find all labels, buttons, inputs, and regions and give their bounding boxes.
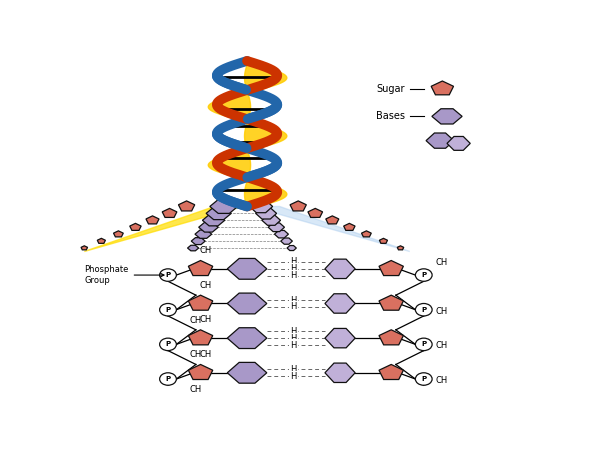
Text: CH: CH [436, 376, 448, 385]
Circle shape [160, 269, 176, 281]
Polygon shape [397, 246, 404, 250]
Polygon shape [146, 216, 159, 224]
Polygon shape [262, 216, 281, 225]
Polygon shape [210, 199, 238, 213]
Text: H: H [290, 271, 297, 280]
Polygon shape [308, 208, 323, 217]
Text: H: H [290, 296, 297, 305]
Polygon shape [113, 231, 123, 237]
Polygon shape [81, 246, 88, 250]
Polygon shape [227, 258, 267, 279]
Circle shape [415, 338, 432, 351]
Text: CH: CH [199, 350, 211, 359]
Text: P: P [166, 376, 170, 382]
Polygon shape [130, 223, 141, 230]
Text: Phosphate
Group: Phosphate Group [84, 266, 164, 285]
Text: H: H [290, 327, 297, 336]
Text: P: P [166, 342, 170, 347]
Polygon shape [379, 330, 403, 345]
Polygon shape [379, 295, 403, 310]
Circle shape [160, 338, 176, 351]
Circle shape [415, 269, 432, 281]
Polygon shape [206, 207, 231, 220]
Text: H: H [290, 333, 297, 342]
Polygon shape [227, 293, 267, 314]
Polygon shape [447, 136, 470, 150]
Polygon shape [188, 245, 199, 251]
Polygon shape [188, 364, 213, 379]
Polygon shape [287, 246, 296, 251]
Polygon shape [344, 223, 355, 230]
Text: CH: CH [436, 341, 448, 350]
Text: P: P [421, 272, 427, 278]
Polygon shape [188, 295, 213, 310]
Text: P: P [166, 307, 170, 313]
Circle shape [415, 303, 432, 316]
Text: H: H [290, 372, 297, 381]
Text: H: H [290, 264, 297, 273]
Text: CH: CH [199, 315, 211, 324]
Polygon shape [84, 207, 242, 252]
Polygon shape [178, 201, 195, 211]
Polygon shape [202, 215, 225, 226]
Polygon shape [252, 207, 410, 252]
Polygon shape [274, 230, 289, 238]
Polygon shape [325, 259, 355, 279]
Text: P: P [421, 376, 427, 382]
Text: H: H [290, 365, 297, 374]
Text: CH: CH [190, 385, 202, 394]
Text: CH: CH [190, 315, 202, 324]
Polygon shape [195, 230, 212, 239]
Text: CH: CH [436, 258, 448, 267]
Text: P: P [421, 342, 427, 347]
Polygon shape [227, 362, 267, 383]
Polygon shape [97, 238, 106, 243]
Text: CH: CH [199, 281, 211, 290]
Polygon shape [290, 201, 307, 211]
Polygon shape [325, 363, 355, 382]
Polygon shape [250, 200, 272, 213]
Text: P: P [166, 272, 170, 278]
Polygon shape [379, 261, 403, 275]
Polygon shape [256, 208, 277, 219]
Polygon shape [326, 216, 339, 224]
Polygon shape [379, 364, 403, 379]
Polygon shape [227, 328, 267, 348]
Polygon shape [199, 222, 218, 232]
Polygon shape [188, 330, 213, 345]
Text: CH: CH [199, 246, 211, 255]
Polygon shape [431, 81, 454, 95]
Polygon shape [281, 238, 292, 244]
Polygon shape [379, 238, 388, 243]
Polygon shape [162, 208, 177, 217]
Text: CH: CH [436, 306, 448, 315]
Polygon shape [188, 261, 213, 275]
Polygon shape [426, 133, 454, 148]
Polygon shape [362, 231, 371, 237]
Text: Bases: Bases [376, 111, 405, 122]
Text: H: H [290, 341, 297, 350]
Polygon shape [325, 294, 355, 313]
Text: Sugar: Sugar [377, 84, 405, 94]
Polygon shape [432, 109, 462, 124]
Circle shape [415, 373, 432, 385]
Polygon shape [268, 223, 284, 232]
Polygon shape [325, 328, 355, 348]
Text: H: H [290, 257, 297, 266]
Text: H: H [290, 302, 297, 311]
Circle shape [160, 373, 176, 385]
Text: P: P [421, 307, 427, 313]
Text: CH: CH [190, 350, 202, 359]
Polygon shape [191, 238, 205, 245]
Circle shape [160, 303, 176, 316]
